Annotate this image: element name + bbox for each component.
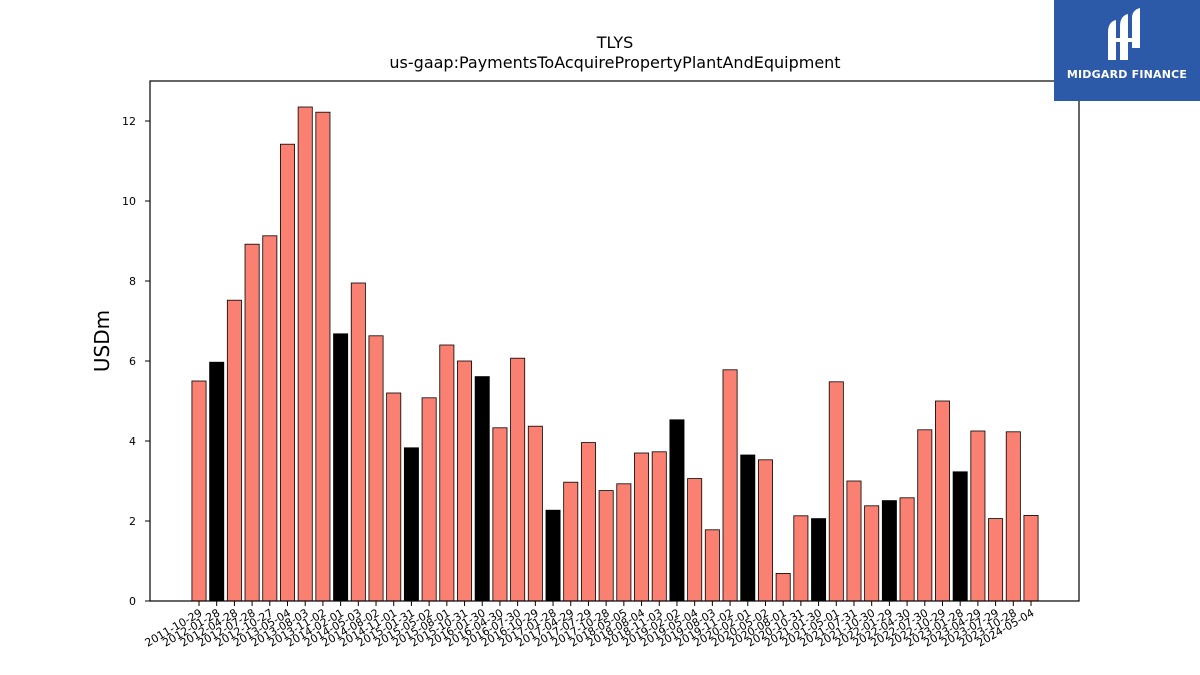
bar-2015-10-31: [457, 360, 473, 602]
y-axis-ticks: 0 2 4 6 8 10 12: [122, 115, 150, 608]
bar-2014-02-01: [333, 333, 349, 602]
bar-2014-11-01: [386, 392, 402, 602]
bar-2020-02-01: [740, 454, 756, 602]
bar-2015-05-02: [421, 397, 437, 602]
bar-2012-07-28: [244, 243, 260, 602]
bar-2016-10-29: [527, 425, 543, 602]
bar-2015-08-01: [439, 344, 455, 602]
bar-2022-07-30: [917, 429, 933, 602]
bar-2014-08-02: [368, 335, 384, 602]
x-axis-ticks: 2011-10-292012-01-282012-04-282012-07-28…: [143, 601, 1037, 650]
bar-2020-10-31: [793, 515, 809, 602]
y-axis-label: USDm: [90, 310, 114, 372]
bar-2016-04-30: [492, 427, 508, 602]
y-tick-label: 6: [129, 355, 136, 368]
bar-2016-07-30: [510, 357, 526, 602]
logo-text: MIDGARD FINANCE: [1066, 68, 1188, 81]
bar-2022-04-30: [899, 497, 915, 602]
bar-2023-01-28: [952, 471, 968, 602]
y-tick-label: 0: [129, 595, 136, 608]
bar-2015-01-31: [403, 447, 419, 602]
bar-2016-01-30: [474, 376, 490, 602]
bar-2024-05-04: [1023, 515, 1039, 602]
bar-2021-10-30: [864, 505, 880, 602]
bar-2013-11-02: [315, 111, 331, 602]
y-tick-label: 10: [122, 195, 136, 208]
bar-2012-04-28: [226, 299, 242, 602]
y-tick-label: 4: [129, 435, 136, 448]
bar-2019-08-03: [704, 529, 720, 602]
bar-2013-08-03: [297, 106, 313, 602]
bar-2020-08-01: [775, 573, 791, 602]
bar-2020-05-02: [757, 459, 773, 602]
midgard-finance-logo: MIDGARD FINANCE: [1054, 0, 1200, 101]
chart-subtitle: us-gaap:PaymentsToAcquirePropertyPlantAn…: [389, 53, 840, 72]
y-tick-label: 8: [129, 275, 136, 288]
bar-2017-04-29: [563, 481, 579, 602]
bar-2018-11-03: [651, 451, 667, 602]
bar-2023-10-28: [1005, 431, 1021, 602]
bar-2017-01-28: [545, 509, 561, 602]
bar-2022-01-29: [881, 500, 897, 602]
bars-group: [191, 106, 1039, 602]
bar-2012-01-28: [209, 361, 225, 602]
bar-2017-07-29: [580, 442, 596, 602]
bar-2021-01-30: [811, 518, 827, 602]
bar-2021-07-31: [846, 480, 862, 602]
bar-2018-08-04: [634, 452, 650, 602]
bar-2019-02-02: [669, 419, 685, 602]
y-tick-label: 2: [129, 515, 136, 528]
bar-2011-10-29: [191, 380, 207, 602]
midgard-logo-icon: [1108, 8, 1140, 60]
plot-frame: [149, 80, 1080, 602]
bar-2019-05-04: [687, 478, 703, 602]
bar-2018-05-05: [616, 483, 632, 602]
bar-2019-11-02: [722, 369, 738, 602]
bar-2013-05-04: [280, 143, 295, 602]
bar-2012-10-27: [262, 235, 278, 602]
bar-2014-05-03: [350, 282, 366, 602]
bar-2023-04-29: [970, 430, 986, 602]
bar-2022-10-29: [935, 400, 950, 602]
y-tick-label: 12: [122, 115, 136, 128]
bar-2017-10-28: [598, 490, 614, 602]
bar-2023-07-29: [988, 518, 1004, 602]
chart-title: TLYS: [596, 33, 634, 52]
bar-2021-05-01: [828, 381, 844, 602]
